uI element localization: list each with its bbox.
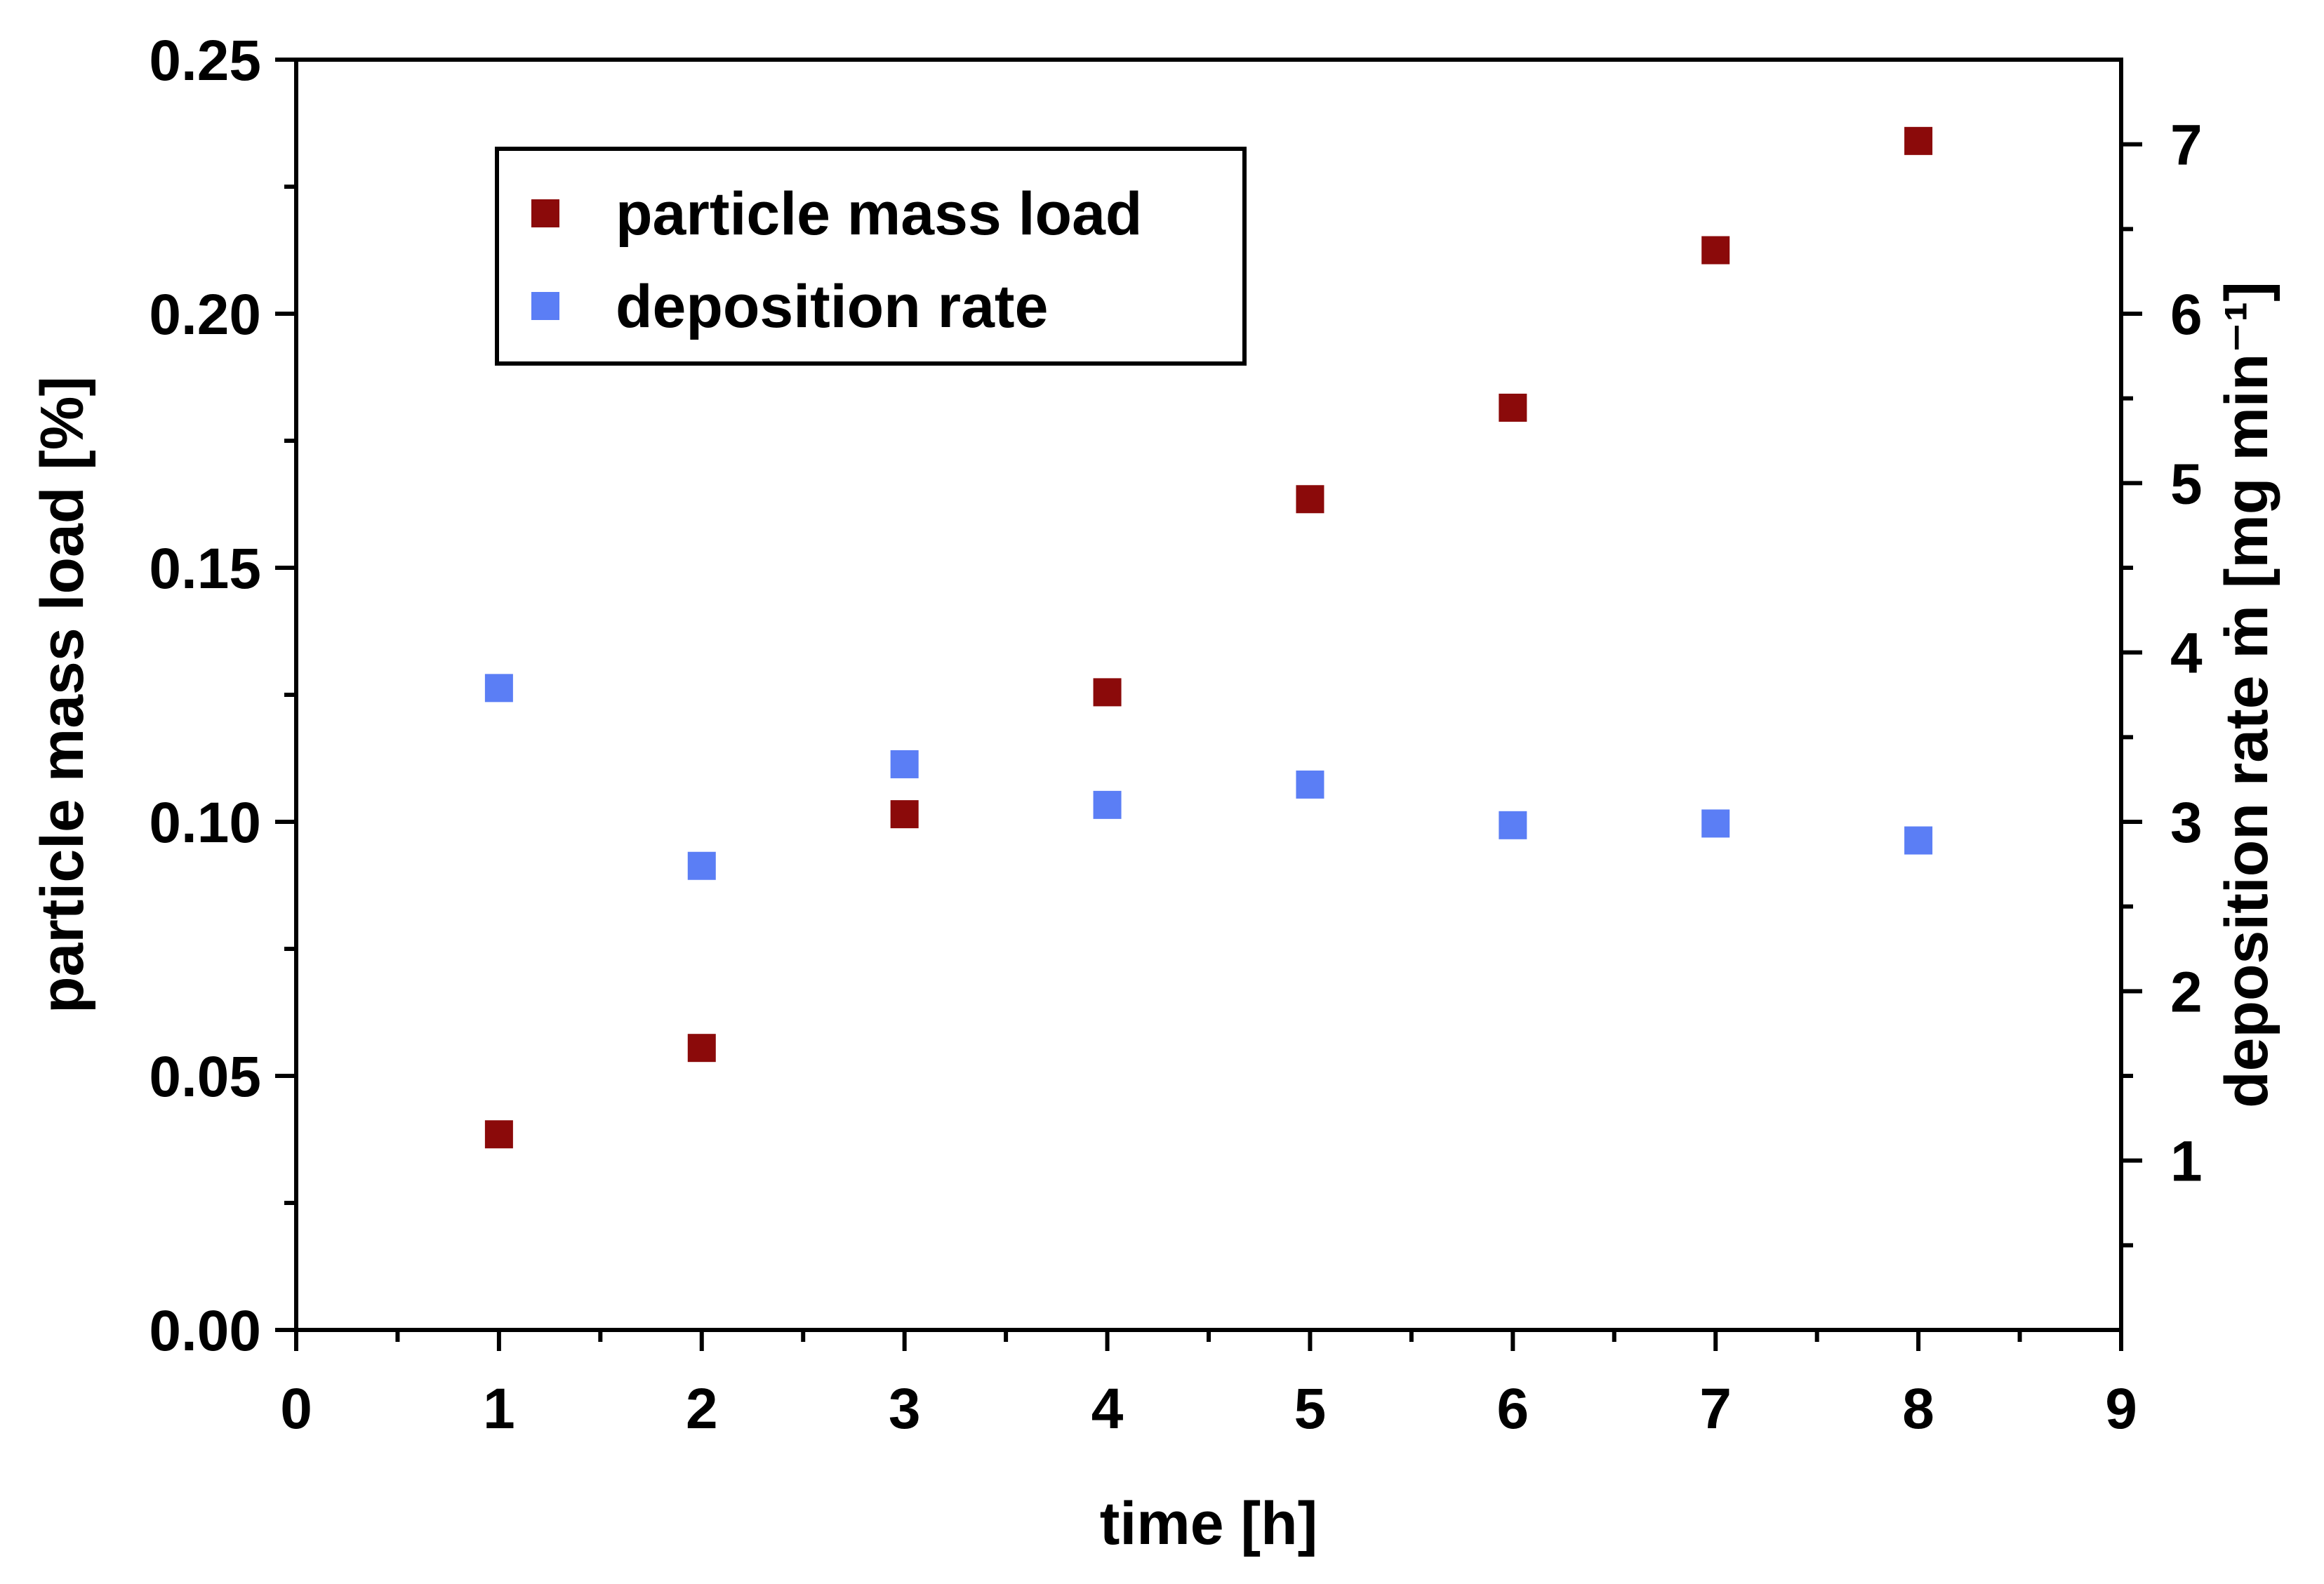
- y-right-tick-label-3: 3: [2170, 791, 2203, 855]
- data-point-deposition-rate-8: [1904, 826, 1933, 855]
- x-tick-label-4: 4: [1091, 1377, 1124, 1441]
- y-left-tick-label-0-00: 0.00: [149, 1299, 261, 1363]
- data-points: [484, 126, 1933, 1149]
- data-point-particle-mass-load-8: [1904, 126, 1933, 155]
- y-axis-left-title: particle mass load [%]: [29, 376, 96, 1013]
- data-point-particle-mass-load-4: [1093, 678, 1122, 707]
- data-point-deposition-rate-1: [484, 674, 513, 703]
- y-right-tick-label-7: 7: [2170, 114, 2203, 178]
- data-point-particle-mass-load-2: [687, 1034, 716, 1063]
- x-tick-label-8: 8: [1902, 1377, 1934, 1441]
- y-right-tick-label-2: 2: [2170, 960, 2203, 1024]
- legend-label-deposition-rate: deposition rate: [616, 273, 1048, 340]
- x-tick-label-9: 9: [2105, 1377, 2137, 1441]
- y-right-tick-label-6: 6: [2170, 283, 2203, 347]
- y-left-tick-label-0-05: 0.05: [149, 1045, 261, 1109]
- x-tick-label-1: 1: [483, 1377, 515, 1441]
- legend-marker-deposition-rate: [531, 292, 559, 320]
- data-point-particle-mass-load-1: [484, 1120, 513, 1149]
- x-tick-label-3: 3: [889, 1377, 921, 1441]
- legend-marker-particle-mass-load: [531, 199, 559, 227]
- y-left-tick-label-0-15: 0.15: [149, 537, 261, 601]
- legend-label-particle-mass-load: particle mass load: [616, 180, 1142, 248]
- data-point-deposition-rate-2: [687, 851, 716, 880]
- plot-frame: [294, 58, 2123, 1332]
- x-tick-label-6: 6: [1497, 1377, 1529, 1441]
- y-left-tick-label-0-10: 0.10: [149, 791, 261, 855]
- x-tick-label-0: 0: [280, 1377, 312, 1441]
- legend-box: [495, 147, 1247, 366]
- data-point-deposition-rate-7: [1701, 809, 1730, 838]
- data-point-particle-mass-load-7: [1701, 236, 1730, 265]
- data-point-deposition-rate-4: [1093, 790, 1122, 819]
- y-axis-right-title: deposition rate ṁ [mg min⁻¹]: [2213, 281, 2280, 1108]
- y-left-tick-label-0-20: 0.20: [149, 283, 261, 347]
- x-axis-title: time [h]: [1100, 1490, 1318, 1557]
- legend: particle mass load deposition rate: [495, 147, 1247, 366]
- data-point-particle-mass-load-5: [1296, 485, 1324, 514]
- data-point-particle-mass-load-6: [1499, 393, 1527, 422]
- x-tick-label-7: 7: [1699, 1377, 1732, 1441]
- x-tick-label-5: 5: [1294, 1377, 1327, 1441]
- y-right-tick-label-4: 4: [2170, 622, 2203, 686]
- y-right-tick-label-1: 1: [2170, 1130, 2203, 1194]
- y-left-tick-label-0-25: 0.25: [149, 29, 261, 93]
- x-tick-label-2: 2: [686, 1377, 718, 1441]
- data-point-deposition-rate-5: [1296, 770, 1324, 799]
- data-point-deposition-rate-6: [1499, 811, 1527, 839]
- data-point-deposition-rate-3: [890, 750, 919, 778]
- data-point-particle-mass-load-3: [890, 800, 919, 829]
- y-right-tick-label-5: 5: [2170, 452, 2203, 516]
